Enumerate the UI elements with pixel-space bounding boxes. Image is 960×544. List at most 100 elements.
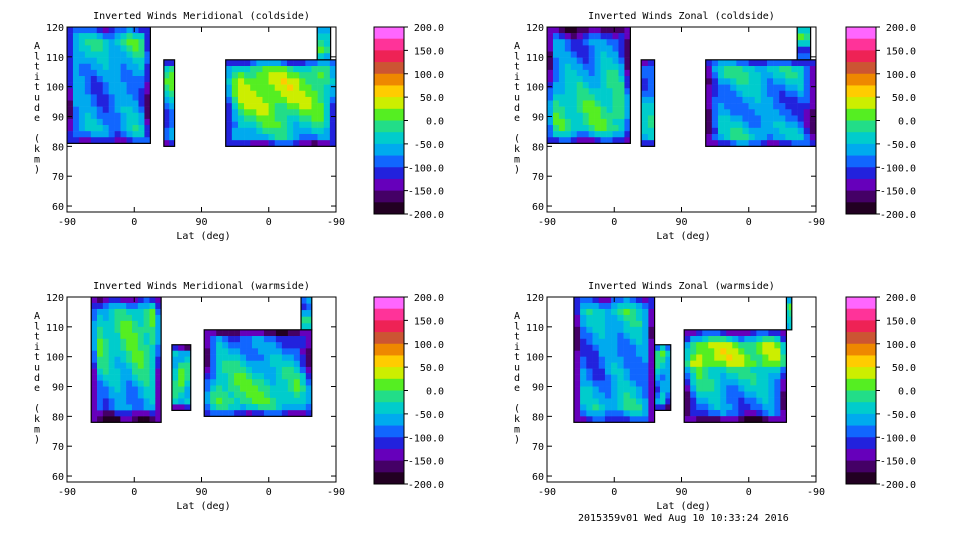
data-cell [702, 329, 709, 337]
data-cell [570, 106, 578, 114]
data-cell [647, 103, 655, 110]
data-cell [598, 326, 606, 334]
data-cell [256, 59, 263, 67]
data-cell [280, 115, 288, 122]
data-cell [618, 112, 625, 120]
data-cell [641, 115, 649, 122]
data-cell [600, 106, 607, 114]
colorbar-swatch [374, 108, 404, 121]
data-cell [132, 392, 139, 399]
data-cell [317, 59, 325, 67]
data-cell [635, 308, 643, 316]
data-cell [552, 76, 560, 83]
data-cell [642, 362, 649, 369]
data-cell [126, 356, 133, 363]
data-cell [256, 66, 263, 73]
data-cell [225, 133, 233, 141]
data-cell [594, 33, 601, 40]
data-cell [576, 33, 584, 40]
data-cell [641, 66, 649, 73]
data-cell [126, 344, 133, 352]
data-cell [97, 338, 104, 346]
data-cell [323, 140, 331, 147]
data-cell [210, 348, 217, 355]
data-cell [257, 397, 265, 405]
data-cell [149, 356, 156, 363]
data-cell [750, 397, 757, 405]
data-cell [102, 302, 109, 310]
data-cell [144, 94, 151, 101]
data-cell [641, 72, 649, 79]
data-cell [797, 103, 805, 110]
data-cell [132, 308, 139, 316]
data-cell [306, 316, 313, 324]
data-cell [774, 372, 781, 380]
data-cell [684, 397, 691, 405]
data-cell [665, 404, 672, 411]
data-cell [96, 137, 104, 144]
data-cell [317, 53, 325, 61]
data-cell [648, 308, 655, 316]
data-cell [126, 45, 133, 52]
data-cell [108, 332, 115, 340]
data-cell [766, 103, 774, 110]
data-cell [594, 45, 601, 52]
data-cell [760, 133, 768, 141]
data-cell [329, 96, 336, 104]
data-cell [252, 410, 259, 417]
data-cell [102, 398, 109, 405]
data-cell [552, 27, 560, 34]
data-cell [623, 332, 631, 340]
data-cell [624, 88, 631, 95]
data-cell [768, 379, 775, 386]
data-cell [570, 82, 578, 89]
data-cell [252, 366, 259, 374]
colorbar-swatch [846, 425, 876, 438]
data-cell [108, 125, 115, 132]
data-cell [293, 354, 301, 362]
data-cell [791, 96, 798, 104]
data-cell [97, 297, 104, 304]
data-cell [604, 314, 612, 322]
data-cell [588, 137, 595, 144]
data-cell [604, 416, 612, 423]
data-cell [570, 76, 578, 83]
data-cell [766, 96, 774, 104]
data-cell [552, 51, 560, 58]
data-cell [143, 380, 150, 387]
data-cell [624, 33, 631, 40]
data-cell [169, 133, 175, 141]
data-cell [305, 354, 313, 362]
colorbar-swatch [374, 155, 404, 168]
data-cell [635, 326, 643, 334]
data-cell [736, 140, 743, 147]
data-cell [143, 308, 150, 316]
data-cell [594, 94, 601, 101]
data-cell [750, 416, 757, 423]
data-cell [299, 103, 306, 110]
data-cell [132, 69, 139, 77]
contour-outline [300, 297, 313, 331]
data-cell [287, 385, 295, 392]
data-cell [299, 366, 307, 374]
data-cell [275, 397, 283, 405]
data-cell [580, 356, 587, 363]
data-cell [766, 78, 774, 85]
data-cell [594, 106, 601, 114]
data-cell [132, 416, 139, 423]
data-cell [684, 342, 691, 349]
data-cell [797, 84, 805, 92]
data-cell [114, 314, 121, 322]
data-cell [624, 51, 631, 58]
data-cell [102, 57, 109, 65]
data-cell [102, 350, 109, 357]
data-cell [592, 356, 600, 363]
data-cell [738, 360, 745, 368]
data-cell [803, 84, 811, 92]
data-cell [138, 131, 145, 138]
data-cell [635, 314, 643, 322]
data-cell [797, 78, 805, 85]
data-cell [306, 303, 313, 311]
data-cell [642, 416, 649, 423]
data-cell [618, 27, 625, 34]
